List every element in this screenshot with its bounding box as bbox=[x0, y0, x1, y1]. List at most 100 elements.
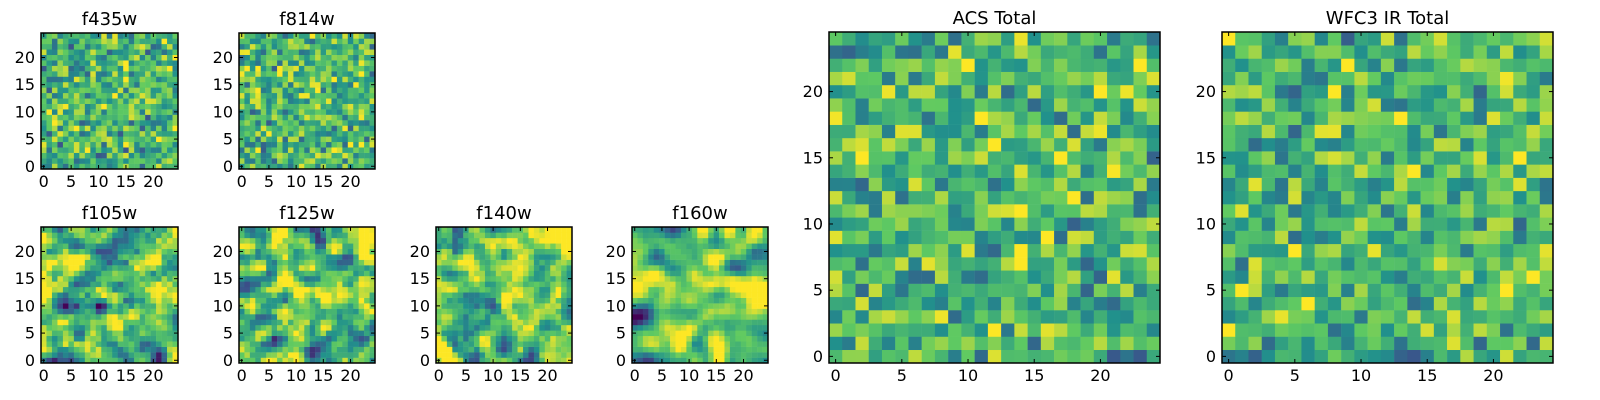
heatmap-cell bbox=[961, 124, 975, 139]
heatmap-cell bbox=[282, 346, 289, 353]
heatmap-cell bbox=[95, 330, 102, 337]
heatmap-cell bbox=[1288, 164, 1302, 178]
heatmap-cell bbox=[757, 335, 763, 342]
heatmap-cell bbox=[1513, 243, 1527, 258]
heatmap-cell bbox=[167, 227, 173, 233]
heatmap-cell bbox=[1301, 270, 1315, 284]
heatmap-cell bbox=[95, 314, 102, 320]
heatmap-cell bbox=[79, 248, 86, 255]
heatmap-cell bbox=[315, 275, 321, 282]
heatmap-cell bbox=[468, 314, 475, 320]
heatmap-cell bbox=[123, 43, 129, 50]
heatmap-cell bbox=[691, 232, 698, 239]
heatmap-cell bbox=[746, 314, 752, 320]
heatmap-cell bbox=[117, 346, 124, 353]
heatmap-cell bbox=[506, 314, 513, 320]
heatmap-cell bbox=[62, 330, 69, 337]
heatmap-cell bbox=[57, 76, 64, 83]
heatmap-cell bbox=[680, 314, 687, 320]
heatmap-cell bbox=[106, 341, 113, 347]
heatmap-cell bbox=[468, 237, 475, 244]
heatmap-cell bbox=[746, 259, 752, 266]
heatmap-cell bbox=[868, 283, 883, 298]
heatmap-cell bbox=[1107, 164, 1121, 178]
x-tick-label: 5 bbox=[657, 366, 667, 385]
heatmap-cell bbox=[474, 270, 480, 277]
heatmap-cell bbox=[523, 254, 529, 260]
heatmap-cell bbox=[309, 81, 316, 88]
heatmap-cell bbox=[987, 177, 1002, 192]
heatmap-cell bbox=[161, 147, 168, 153]
heatmap-cell bbox=[855, 98, 869, 112]
heatmap-cell bbox=[495, 357, 502, 364]
heatmap-cell bbox=[855, 177, 869, 192]
heatmap-cell bbox=[680, 254, 687, 260]
heatmap-cell bbox=[544, 237, 551, 244]
heatmap-cell bbox=[139, 152, 146, 159]
heatmap-cell bbox=[244, 147, 251, 153]
heatmap-cell bbox=[106, 303, 113, 309]
heatmap-cell bbox=[1513, 217, 1527, 231]
heatmap-cell bbox=[1146, 217, 1161, 231]
heatmap-cell bbox=[729, 319, 736, 326]
heatmap-cell bbox=[1133, 230, 1148, 245]
heatmap-cell bbox=[948, 71, 962, 86]
heatmap-cell bbox=[106, 120, 113, 126]
heatmap-cell bbox=[1146, 190, 1161, 205]
heatmap-cell bbox=[1054, 58, 1068, 72]
heatmap-cell bbox=[106, 152, 113, 159]
heatmap-cell bbox=[517, 232, 524, 239]
heatmap-cell bbox=[123, 87, 129, 94]
heatmap-cell bbox=[550, 232, 556, 239]
heatmap-cell bbox=[79, 308, 86, 315]
heatmap-cell bbox=[702, 314, 709, 320]
heatmap-cell bbox=[315, 158, 321, 164]
heatmap-cell bbox=[255, 341, 262, 347]
heatmap-cell bbox=[309, 352, 316, 358]
heatmap-cell bbox=[293, 265, 300, 271]
heatmap-cell bbox=[1433, 349, 1448, 364]
heatmap-cell bbox=[342, 324, 349, 331]
heatmap-cell bbox=[1093, 296, 1108, 311]
heatmap-cell bbox=[1222, 177, 1236, 192]
heatmap-cell bbox=[239, 314, 245, 320]
heatmap-cell bbox=[101, 87, 108, 94]
heatmap-cell bbox=[315, 152, 321, 159]
heatmap-cell bbox=[364, 103, 370, 110]
heatmap-cell bbox=[358, 270, 365, 277]
heatmap-cell bbox=[51, 330, 58, 337]
heatmap-cell bbox=[315, 33, 321, 39]
heatmap-cell bbox=[829, 336, 843, 351]
heatmap-cell bbox=[1513, 257, 1527, 271]
heatmap-cell bbox=[506, 303, 513, 309]
heatmap-cell bbox=[260, 324, 267, 331]
heatmap-cell bbox=[751, 232, 758, 239]
heatmap-cell bbox=[463, 352, 469, 358]
heatmap-cell bbox=[1120, 151, 1134, 165]
heatmap-cell bbox=[128, 60, 135, 66]
heatmap-cell bbox=[161, 335, 168, 342]
heatmap-cell bbox=[1093, 111, 1108, 125]
heatmap-cell bbox=[735, 297, 742, 304]
heatmap-cell bbox=[523, 330, 529, 337]
x-tick-label: 10 bbox=[679, 366, 699, 385]
heatmap-cell bbox=[73, 352, 80, 358]
heatmap-cell bbox=[156, 38, 162, 45]
heatmap-cell bbox=[46, 259, 53, 266]
heatmap-cell bbox=[719, 292, 725, 298]
y-tick-label: 20 bbox=[213, 48, 233, 67]
heatmap-cell bbox=[150, 65, 157, 72]
heatmap-cell bbox=[260, 292, 267, 298]
heatmap-cell bbox=[895, 98, 909, 112]
heatmap-cell bbox=[1001, 204, 1015, 218]
heatmap-cell bbox=[304, 120, 310, 126]
heatmap-cell bbox=[484, 270, 491, 277]
heatmap-cell bbox=[1222, 217, 1236, 231]
heatmap-cell bbox=[1067, 204, 1081, 218]
y-tick-label: 20 bbox=[15, 242, 35, 261]
heatmap-cell bbox=[298, 114, 305, 121]
heatmap-cell bbox=[304, 60, 310, 66]
heatmap-cell bbox=[517, 303, 524, 309]
heatmap-cell bbox=[974, 336, 989, 351]
